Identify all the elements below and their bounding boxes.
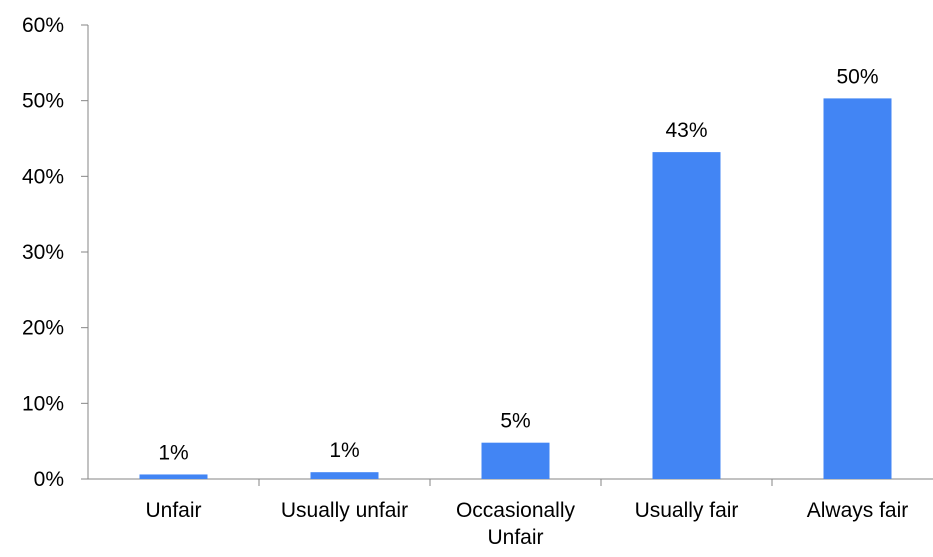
y-axis: 0% 10% 20% 30% 40% 50% 60% [22, 14, 89, 491]
y-tick-label: 60% [22, 14, 64, 37]
bar-data-label: 1% [158, 441, 188, 464]
x-axis: Unfair Usually unfair Occasionally Unfair Us… [88, 478, 933, 549]
bar-data-label: 1% [329, 439, 359, 462]
y-tick-label: 0% [34, 468, 64, 491]
y-tick-label: 30% [22, 241, 64, 264]
bar [823, 98, 892, 479]
x-category-label: Unfair [145, 499, 201, 522]
bar-data-label: 50% [836, 65, 878, 88]
x-category-label: Occasionally Unfair [456, 499, 576, 549]
y-tick-label: 20% [22, 317, 64, 340]
bar [652, 152, 721, 479]
x-category-label: Usually fair [635, 499, 739, 522]
y-tick-label: 40% [22, 165, 64, 188]
x-category-label: Always fair [807, 499, 909, 522]
bar-data-label: 43% [665, 119, 707, 142]
bars [139, 98, 892, 479]
bar-data-label: 5% [500, 410, 530, 433]
bar [139, 474, 208, 479]
bar [481, 442, 550, 479]
bar [310, 472, 379, 479]
y-tick-label: 50% [22, 90, 64, 113]
y-tick-label: 10% [22, 392, 64, 415]
data-labels: 1% 1% 5% 43% 50% [158, 65, 878, 464]
x-category-label: Usually unfair [281, 499, 408, 522]
